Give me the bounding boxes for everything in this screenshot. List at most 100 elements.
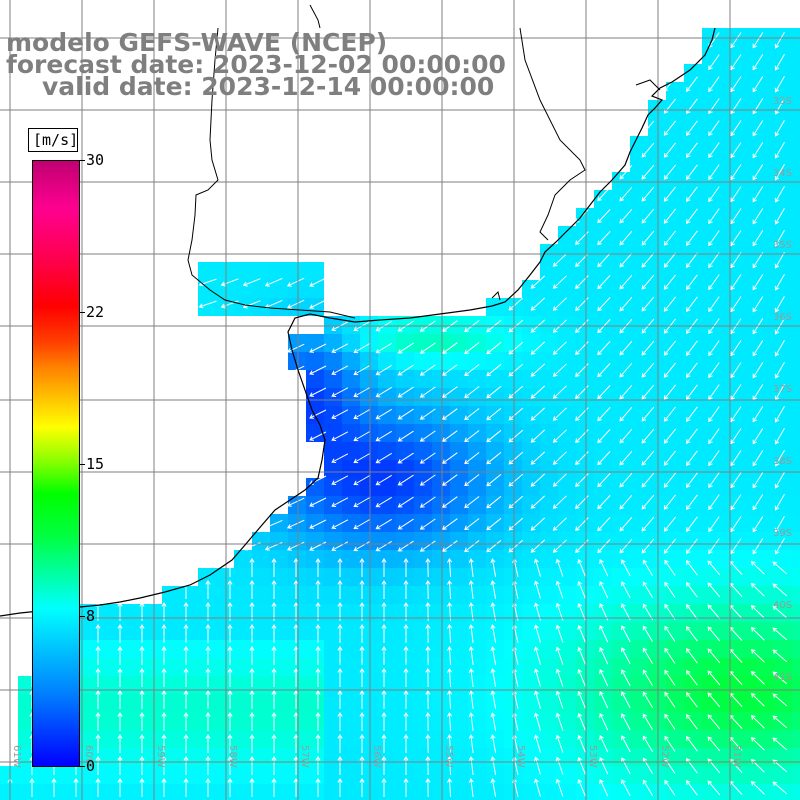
wind-arrow <box>447 778 453 798</box>
wind-cell <box>630 154 648 172</box>
wind-cell <box>288 658 306 676</box>
wind-arrow <box>464 364 480 377</box>
wind-arrow <box>425 756 431 776</box>
wind-cell <box>288 676 306 694</box>
wind-cell <box>288 730 306 748</box>
wind-cell <box>432 550 450 568</box>
wind-arrow <box>220 300 239 309</box>
wind-arrow <box>750 561 765 575</box>
wind-arrow <box>447 624 453 644</box>
wind-cell <box>702 424 720 442</box>
wind-arrow <box>381 778 387 797</box>
wind-arrow <box>331 343 349 353</box>
wind-arrow <box>597 385 611 400</box>
wind-cell <box>720 532 738 550</box>
wind-cell <box>450 442 468 460</box>
wind-cell <box>450 550 468 568</box>
wind-cell <box>522 604 540 622</box>
wind-cell <box>342 316 360 334</box>
wind-arrow <box>597 495 611 510</box>
wind-cell <box>792 694 800 712</box>
wind-cell <box>756 424 774 442</box>
wind-cell <box>558 316 576 334</box>
wind-cell <box>666 766 684 784</box>
wind-cell <box>756 370 774 388</box>
wind-cell <box>504 316 522 334</box>
wind-arrow <box>403 690 409 709</box>
wind-cell <box>90 676 108 694</box>
wind-cell <box>612 604 630 622</box>
wind-arrow <box>752 98 764 115</box>
wind-cell <box>414 406 432 424</box>
wind-cell <box>306 676 324 694</box>
wind-cell <box>774 100 792 118</box>
wind-cell <box>738 82 756 100</box>
wind-arrow <box>359 778 365 797</box>
wind-cell <box>648 136 666 154</box>
wind-arrow <box>530 275 546 289</box>
wind-arrow <box>205 668 211 687</box>
wind-cell <box>702 640 720 658</box>
wind-arrow <box>286 519 305 529</box>
wind-arrow <box>249 690 255 709</box>
wind-cell <box>306 622 324 640</box>
wind-cell <box>360 442 378 460</box>
wind-arrow <box>227 690 233 709</box>
wind-cell <box>108 622 126 640</box>
valid-date: valid date: 2023-12-14 00:00:00 <box>42 72 495 101</box>
wind-cell <box>594 298 612 316</box>
river-outline <box>491 79 661 301</box>
wind-arrow <box>464 430 480 443</box>
wind-arrow <box>730 252 742 269</box>
wind-arrow <box>707 582 721 598</box>
wind-cell <box>594 352 612 370</box>
wind-arrow <box>183 624 189 643</box>
wind-cell <box>774 568 792 586</box>
wind-cell <box>270 622 288 640</box>
wind-arrow <box>271 624 277 643</box>
wind-arrow <box>772 781 788 795</box>
wind-cell <box>306 586 324 604</box>
wind-cell <box>288 334 306 352</box>
wind-cell <box>702 730 720 748</box>
wind-cell <box>684 478 702 496</box>
wind-cell <box>558 766 576 784</box>
wind-cell <box>738 694 756 712</box>
wind-arrow <box>663 142 676 158</box>
wind-cell <box>270 586 288 604</box>
wind-cell <box>702 442 720 460</box>
wind-cell <box>198 784 216 800</box>
wind-cell <box>360 460 378 478</box>
wind-arrow <box>183 712 189 731</box>
wind-cell <box>792 460 800 478</box>
wind-cell <box>720 154 738 172</box>
wind-cell <box>306 352 324 370</box>
wind-arrow <box>227 646 233 665</box>
wind-cell <box>702 64 720 82</box>
wind-cell <box>648 262 666 280</box>
wind-cell <box>198 658 216 676</box>
wind-cell <box>108 766 126 784</box>
wind-cell <box>378 532 396 550</box>
wind-cell <box>432 442 450 460</box>
wind-arrow <box>139 624 145 643</box>
wind-arrow <box>286 343 305 353</box>
wind-arrow <box>425 646 431 666</box>
wind-cell <box>342 514 360 532</box>
wind-arrow <box>663 494 676 510</box>
wind-arrow <box>271 734 277 753</box>
wind-cell <box>648 100 666 118</box>
wind-arrow <box>205 712 211 731</box>
wind-arrow <box>464 342 480 355</box>
wind-cell <box>360 568 378 586</box>
wind-cell <box>792 352 800 370</box>
wind-arrow <box>552 517 567 531</box>
wind-cell <box>720 208 738 226</box>
wind-arrow <box>555 646 564 665</box>
wind-cell <box>666 82 684 100</box>
wind-arrow <box>271 778 277 797</box>
wind-cell <box>360 532 378 550</box>
wind-cell <box>594 190 612 208</box>
wind-arrow <box>686 582 698 598</box>
wind-arrow <box>315 646 321 665</box>
